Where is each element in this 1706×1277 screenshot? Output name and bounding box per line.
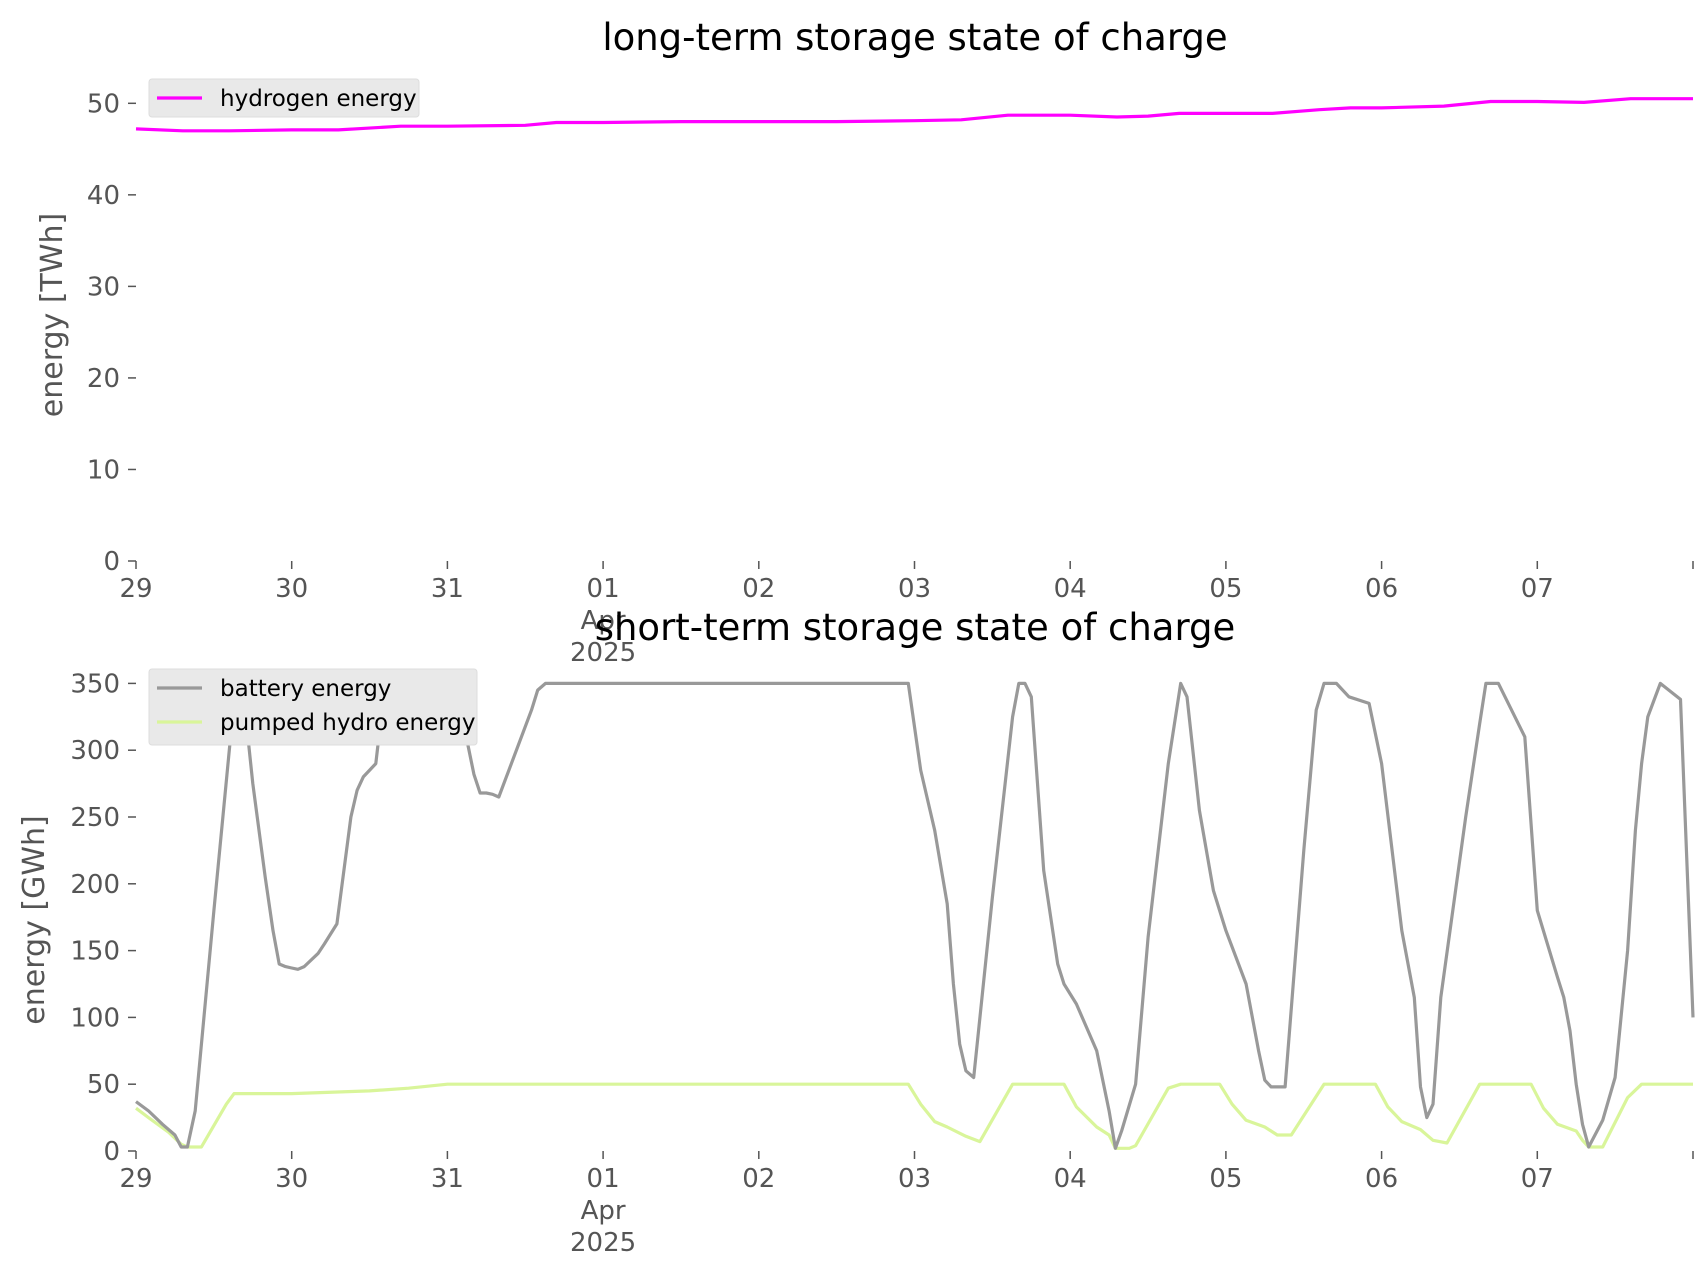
x-tick-label: 30 xyxy=(275,574,308,604)
x-tick-label: 30 xyxy=(275,1164,308,1194)
x-tick-label: 03 xyxy=(898,1164,931,1194)
x-tick-label: 05 xyxy=(1209,1164,1242,1194)
y-tick-label: 20 xyxy=(87,364,120,394)
x-tick-sublabel: 2025 xyxy=(570,638,636,668)
series-line xyxy=(135,1082,1693,1150)
y-tick-label: 30 xyxy=(87,272,120,302)
series-lines xyxy=(135,681,1695,1150)
y-tick-label: 0 xyxy=(103,1137,120,1167)
y-tick-label: 300 xyxy=(70,736,120,766)
series-line xyxy=(135,97,1693,133)
chart-title: long-term storage state of charge xyxy=(602,16,1227,59)
short-term-panel: short-term storage state of charge energ… xyxy=(17,606,1695,1258)
y-tick-label: 50 xyxy=(87,89,120,119)
x-tick-label: 04 xyxy=(1054,1164,1087,1194)
series-lines xyxy=(135,97,1693,133)
y-axis-label: energy [TWh] xyxy=(35,213,70,417)
x-tick-label: 01 xyxy=(587,574,620,604)
x-tick-label: 03 xyxy=(898,574,931,604)
y-axis-ticks: 0 50 100 150 200 250 300 350 xyxy=(70,669,136,1167)
legend-box xyxy=(148,78,420,118)
x-tick-label: 02 xyxy=(742,574,775,604)
x-tick-label: 04 xyxy=(1054,574,1087,604)
series-line xyxy=(135,681,1695,1150)
y-tick-label: 100 xyxy=(70,1003,120,1033)
x-tick-label: 05 xyxy=(1209,574,1242,604)
y-tick-label: 50 xyxy=(87,1070,120,1100)
x-tick-label: 07 xyxy=(1521,574,1554,604)
x-tick-sublabel: Apr xyxy=(581,606,626,636)
legend-label: battery energy xyxy=(220,676,391,702)
y-tick-label: 10 xyxy=(87,455,120,485)
y-tick-label: 150 xyxy=(70,937,120,967)
x-tick-sublabel: Apr xyxy=(581,1196,626,1226)
legend: hydrogen energy xyxy=(148,78,420,118)
x-tick-sublabel: 2025 xyxy=(570,1228,636,1258)
legend-box xyxy=(148,668,478,746)
y-axis-label: energy [GWh] xyxy=(17,815,52,1024)
y-tick-label: 40 xyxy=(87,181,120,211)
x-tick-label: 01 xyxy=(587,1164,620,1194)
x-tick-label: 31 xyxy=(431,1164,464,1194)
x-tick-label: 07 xyxy=(1521,1164,1554,1194)
x-tick-label: 31 xyxy=(431,574,464,604)
x-tick-label: 06 xyxy=(1365,1164,1398,1194)
y-tick-label: 0 xyxy=(103,547,120,577)
legend-label: hydrogen energy xyxy=(220,86,417,112)
y-tick-label: 350 xyxy=(70,669,120,699)
y-tick-label: 250 xyxy=(70,803,120,833)
x-tick-label: 06 xyxy=(1365,574,1398,604)
legend-label: pumped hydro energy xyxy=(220,710,476,736)
x-tick-label: 29 xyxy=(119,574,152,604)
y-tick-label: 200 xyxy=(70,870,120,900)
y-axis-ticks: 0 10 20 30 40 50 xyxy=(87,89,136,577)
long-term-panel: long-term storage state of charge energy… xyxy=(35,16,1694,668)
chart-title: short-term storage state of charge xyxy=(595,606,1236,649)
legend: battery energy pumped hydro energy xyxy=(148,668,478,746)
x-tick-label: 29 xyxy=(119,1164,152,1194)
x-tick-label: 02 xyxy=(742,1164,775,1194)
